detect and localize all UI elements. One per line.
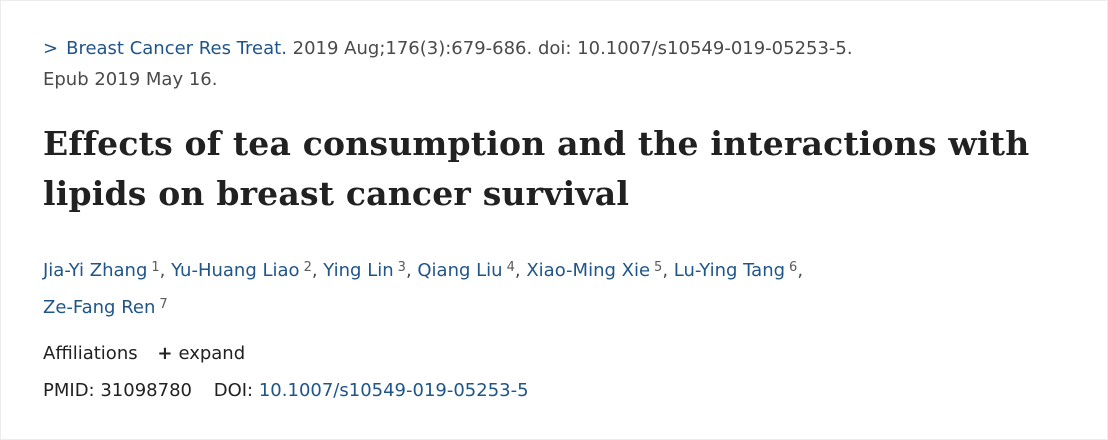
author-link[interactable]: Qiang Liu <box>417 260 503 281</box>
author-link[interactable]: Jia-Yi Zhang <box>43 260 148 281</box>
author-link[interactable]: Ying Lin <box>323 260 394 281</box>
pmid-label: PMID: <box>43 380 95 401</box>
author-link[interactable]: Lu-Ying Tang <box>673 260 786 281</box>
doi-label: DOI: <box>213 380 254 401</box>
author-link[interactable]: Xiao-Ming Xie <box>526 260 651 281</box>
doi-link[interactable]: 10.1007/s10549-019-05253-5 <box>258 380 529 401</box>
epub-date: Epub 2019 May 16. <box>43 69 218 90</box>
identifiers-row: PMID: 31098780 DOI: 10.1007/s10549-019-0… <box>43 376 529 406</box>
expand-label[interactable]: expand <box>178 343 246 364</box>
citation-details: 2019 Aug;176(3):679-686. doi: 10.1007/s1… <box>286 38 853 59</box>
pmid-value: 31098780 <box>100 380 192 401</box>
author-affiliation-number[interactable]: 1 <box>151 260 160 275</box>
author-link[interactable]: Yu-Huang Liao <box>171 260 300 281</box>
article-title: Effects of tea consumption and the inter… <box>43 124 1030 213</box>
affiliations-label: Affiliations <box>43 343 138 364</box>
author-affiliation-number[interactable]: 7 <box>159 297 168 312</box>
author-affiliation-number[interactable]: 5 <box>654 260 663 275</box>
author-link[interactable]: Ze-Fang Ren <box>43 297 156 318</box>
affiliations-row: Affiliations + expand <box>43 339 245 369</box>
author-affiliation-number[interactable]: 6 <box>789 260 798 275</box>
citation-line: > Breast Cancer Res Treat. 2019 Aug;176(3… <box>43 33 1083 95</box>
chevron-right-icon[interactable]: > <box>43 38 59 59</box>
author-affiliation-number[interactable]: 4 <box>506 260 515 275</box>
author-affiliation-number[interactable]: 2 <box>303 260 312 275</box>
author-affiliation-number[interactable]: 3 <box>397 260 406 275</box>
plus-icon[interactable]: + <box>157 343 173 364</box>
author-list: Jia-Yi Zhang 1, Yu-Huang Liao 2, Ying Lin 3… <box>43 260 804 318</box>
affiliations-expand-button[interactable]: + expand <box>157 343 245 364</box>
journal-link[interactable]: Breast Cancer Res Treat. <box>66 38 287 59</box>
